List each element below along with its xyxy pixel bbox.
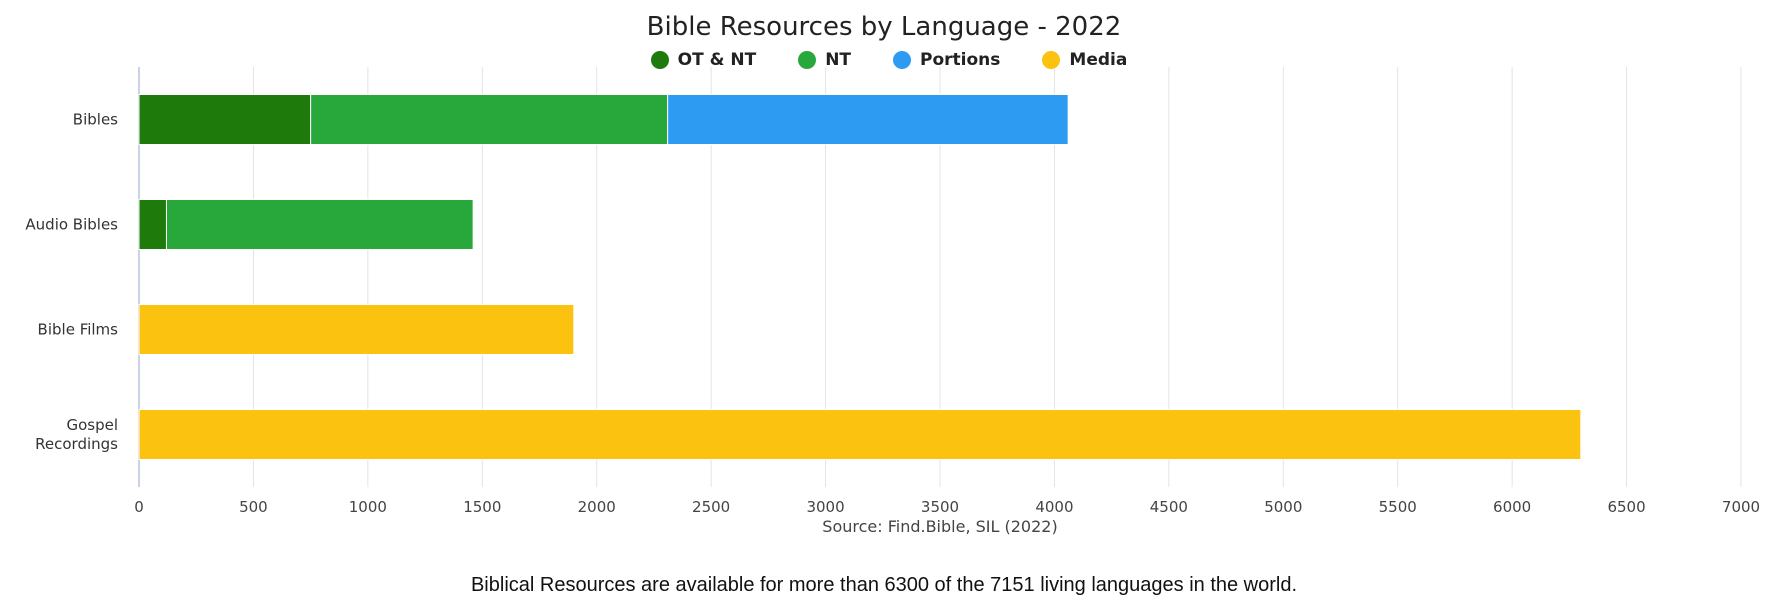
x-tick-label: 2000 (578, 498, 616, 516)
legend-item[interactable]: OT & NT (650, 50, 757, 70)
category-labels: Bibles Audio Bibles Bible Films Gospel Recor… (25, 111, 118, 454)
category-label: Gospel Recordings (35, 416, 118, 453)
category-label: Bible Films (38, 321, 119, 339)
bars (138, 94, 1582, 460)
bar-segment[interactable] (138, 94, 312, 145)
legend-item[interactable]: NT (798, 50, 851, 70)
bar-segment[interactable] (138, 409, 1582, 460)
bar-segment[interactable] (667, 94, 1069, 145)
x-tick-label: 0 (134, 498, 144, 516)
legend-marker (1042, 51, 1061, 69)
x-tick-label: 1000 (349, 498, 387, 516)
x-axis-label: Source: Find.Bible, SIL (2022) (822, 517, 1057, 536)
legend-label: NT (825, 50, 852, 70)
category-label: Bibles (73, 111, 118, 129)
legend-marker (650, 51, 669, 69)
legend-label: Media (1069, 50, 1128, 70)
x-tick-label: 5000 (1264, 498, 1302, 516)
bar-segment[interactable] (310, 94, 669, 145)
x-tick-label: 7000 (1722, 498, 1760, 516)
bar-segment[interactable] (138, 304, 575, 355)
legend-marker (798, 51, 817, 69)
x-tick-label: 4500 (1150, 498, 1188, 516)
x-tick-label: 3500 (921, 498, 959, 516)
x-tick-label: 4000 (1035, 498, 1073, 516)
legend: OT & NT NT Portions Media (0, 50, 1768, 70)
x-tick-label: 2500 (692, 498, 730, 516)
x-tick-label: 500 (239, 498, 268, 516)
legend-label: Portions (920, 50, 1001, 70)
legend-item[interactable]: Portions (893, 50, 1000, 70)
legend-label: OT & NT (677, 50, 757, 70)
x-tick-label: 1500 (463, 498, 501, 516)
x-tick-label: 6500 (1607, 498, 1645, 516)
x-tick-label: 3000 (806, 498, 844, 516)
legend-item[interactable]: Media (1042, 50, 1127, 70)
bar-segment[interactable] (165, 199, 474, 250)
legend-marker (893, 51, 912, 69)
x-tick-label: 6000 (1493, 498, 1531, 516)
bar-segment[interactable] (138, 199, 167, 250)
chart-title: Bible Resources by Language - 2022 (647, 12, 1122, 42)
category-label: Audio Bibles (25, 216, 118, 234)
x-tick-labels: 0 500 1000 1500 2000 2500 3000 3500 4000 4500 5000… (134, 498, 1760, 516)
footnote: Biblical Resources are available for mor… (470, 574, 1298, 596)
x-tick-label: 5500 (1379, 498, 1417, 516)
